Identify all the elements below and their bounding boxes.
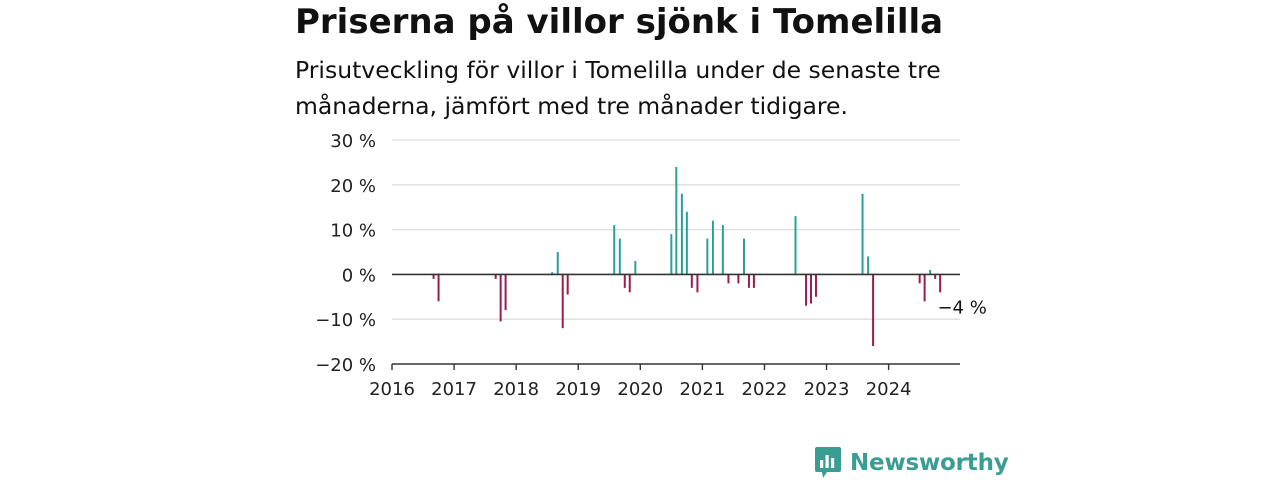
bar-positive [634, 260, 637, 275]
bar-negative [561, 274, 564, 329]
bar-negative [934, 274, 937, 279]
bar-negative [752, 274, 755, 288]
y-tick-label: −20 % [315, 355, 376, 376]
data-label: −4 % [937, 297, 986, 318]
brand-logo: Newsworthy [814, 446, 1009, 480]
y-tick-label: −10 % [315, 310, 376, 331]
bar-positive [685, 211, 688, 275]
x-tick-label: 2016 [369, 379, 415, 400]
newsworthy-logo-icon [815, 447, 841, 478]
bar-positive [680, 193, 683, 275]
x-tick-label: 2017 [431, 379, 477, 400]
x-tick-label: 2023 [804, 379, 850, 400]
bar-negative [872, 274, 875, 347]
x-tick-label: 2021 [679, 379, 725, 400]
bar-positive [618, 238, 621, 275]
y-tick-label: 30 % [330, 131, 376, 152]
bar-negative [628, 274, 631, 293]
bar-negative [432, 274, 435, 279]
bar-negative [814, 274, 817, 297]
chart-title: Priserna på villor sjönk i Tomelilla [295, 2, 944, 42]
bar-negative [939, 274, 942, 293]
bar-negative [747, 274, 750, 288]
bar-negative [696, 274, 699, 293]
bar-negative [737, 274, 740, 284]
bar-positive [794, 216, 797, 275]
bar-negative [690, 274, 693, 288]
bar-positive [721, 225, 724, 275]
bar-negative [805, 274, 808, 306]
bar-positive [613, 225, 616, 275]
bar-positive [706, 238, 709, 275]
chart-subtitle: Prisutveckling för villor i Tomelilla un… [295, 56, 941, 120]
x-tick-label: 2018 [493, 379, 539, 400]
bar-negative [499, 274, 502, 322]
bar-negative [504, 274, 507, 311]
brand-name: Newsworthy [850, 450, 1009, 476]
bar-negative [918, 274, 921, 284]
x-tick-label: 2020 [617, 379, 663, 400]
bar-positive [929, 269, 932, 275]
y-tick-label: 20 % [330, 176, 376, 197]
bar-negative [437, 274, 440, 302]
x-tick-label: 2024 [866, 379, 912, 400]
x-tick-label: 2022 [742, 379, 788, 400]
bar-positive [670, 234, 673, 275]
bar-positive [711, 220, 714, 275]
bar-positive [867, 256, 870, 275]
bar-positive [742, 238, 745, 275]
bar-negative [727, 274, 730, 284]
bar-positive [556, 252, 559, 275]
bar-negative [810, 274, 813, 304]
bar-positive [551, 272, 554, 275]
bar-negative [494, 274, 497, 279]
y-tick-label: 0 % [342, 265, 376, 286]
bar-positive [861, 193, 864, 275]
bar-positive [675, 166, 678, 275]
bar-negative [566, 274, 569, 295]
x-tick-label: 2019 [555, 379, 601, 400]
y-tick-label: 10 % [330, 221, 376, 242]
bar-negative [923, 274, 926, 302]
bar-negative [623, 274, 626, 288]
